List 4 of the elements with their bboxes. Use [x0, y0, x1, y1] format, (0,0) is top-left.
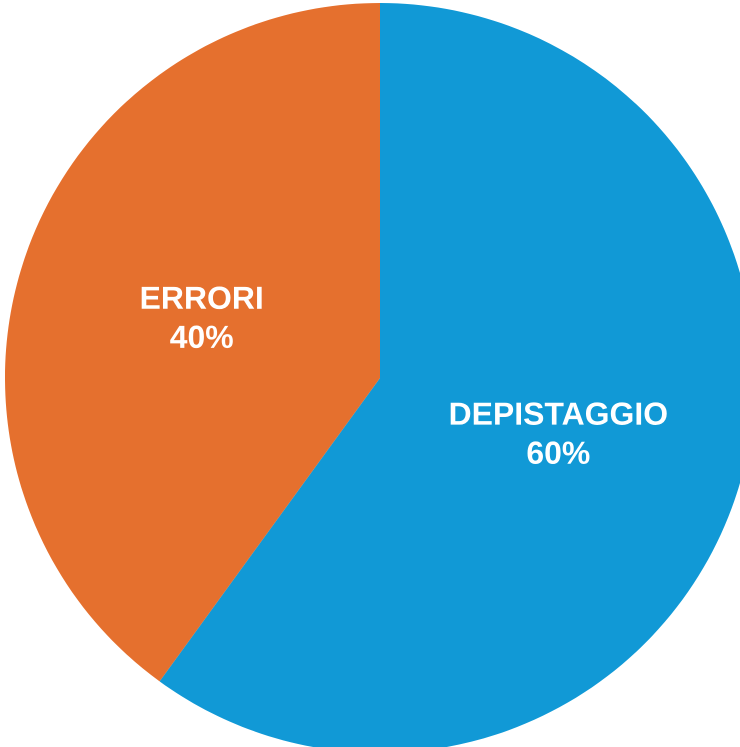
slice-label: ERRORI — [142, 286, 262, 310]
data-label: 40% — [170, 326, 233, 348]
slice-label: DEPISTAGGIO — [450, 402, 667, 425]
data-label: 60% — [528, 441, 590, 464]
